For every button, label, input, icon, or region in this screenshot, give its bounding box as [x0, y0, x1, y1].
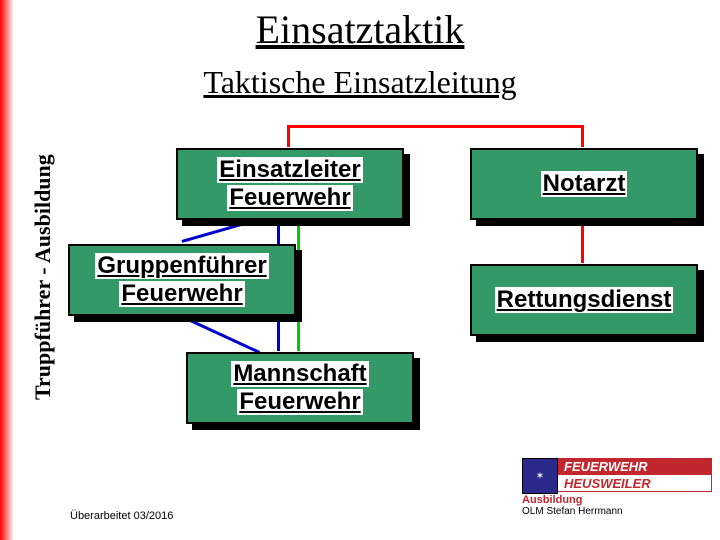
- node-label: Einsatzleiter: [217, 157, 362, 183]
- node-label: Mannschaft: [231, 361, 368, 387]
- connector-line: [581, 125, 584, 147]
- node-einsatzleiter: EinsatzleiterFeuerwehr: [176, 148, 404, 220]
- node-label: Feuerwehr: [237, 389, 362, 415]
- page-title: Einsatztaktik: [0, 6, 720, 53]
- node-label: Notarzt: [541, 171, 628, 197]
- sidebar-label: Truppführer - Ausbildung: [30, 154, 56, 400]
- node-rettungsdienst: Rettungsdienst: [470, 264, 698, 336]
- node-notarzt: Notarzt: [470, 148, 698, 220]
- logo-brand-top: FEUERWEHR: [558, 458, 712, 474]
- connector-line: [290, 125, 584, 128]
- page-subtitle: Taktische Einsatzleitung: [0, 64, 720, 101]
- connector-line: [287, 125, 290, 147]
- logo-crest: ✶: [522, 458, 558, 494]
- logo-sub2: OLM Stefan Herrmann: [522, 506, 712, 517]
- footer-note: Überarbeitet 03/2016: [70, 510, 173, 522]
- node-label: Feuerwehr: [227, 185, 352, 211]
- node-gruppenfuehrer: GruppenführerFeuerwehr: [68, 244, 296, 316]
- logo-brand-bottom: HEUSWEILER: [558, 474, 712, 492]
- node-label: Gruppenführer: [95, 253, 268, 279]
- logo-sub1: Ausbildung: [522, 494, 712, 506]
- brand-logo: ✶FEUERWEHRHEUSWEILER AusbildungOLM Stefan…: [522, 458, 712, 514]
- node-mannschaft: MannschaftFeuerwehr: [186, 352, 414, 424]
- node-label: Rettungsdienst: [495, 287, 674, 313]
- node-label: Feuerwehr: [119, 281, 244, 307]
- slide-root: Truppführer - Ausbildung Einsatztaktik T…: [0, 0, 720, 540]
